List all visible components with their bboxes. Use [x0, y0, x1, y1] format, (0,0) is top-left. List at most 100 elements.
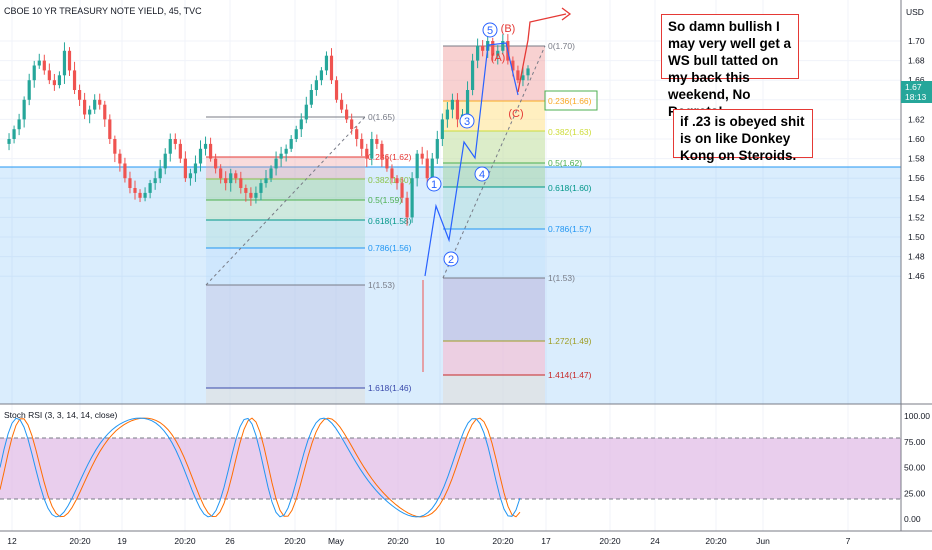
candle-body [62, 50, 67, 76]
candle-body [425, 158, 429, 179]
candle-body [203, 143, 208, 149]
fib-retracement-left[interactable] [205, 116, 366, 404]
time-axis-label: 20:20 [705, 536, 727, 546]
indicator-label: Stoch RSI (3, 3, 14, 14, close) [4, 410, 118, 420]
price-axis-label: 1.46 [908, 271, 925, 281]
candle-body [390, 168, 394, 179]
time-axis-label: 12 [7, 536, 17, 546]
price-axis-label: 1.58 [908, 154, 925, 164]
candle-body [370, 139, 374, 159]
candle-body [345, 109, 349, 120]
wave-2-label: 2 [448, 254, 454, 266]
chart-title: CBOE 10 YR TREASURY NOTE YIELD, 45, TVC [4, 6, 202, 16]
candle-body [304, 104, 308, 120]
fib-right-5: 0.5(1.62) [548, 158, 582, 168]
wave-3-label: 3 [464, 116, 470, 128]
wave-1-label: 1 [431, 179, 437, 191]
candle-body [380, 143, 384, 159]
candle-body [420, 153, 424, 159]
stoch-lines [0, 417, 521, 518]
time-axis-label: 26 [225, 536, 235, 546]
candle-body [88, 109, 92, 115]
candle-body [259, 183, 263, 193]
candle-body [183, 158, 187, 179]
candle-body [264, 178, 268, 184]
time-axis-label: 20:20 [174, 536, 196, 546]
candle-body [193, 163, 198, 174]
price-axis-label: 1.68 [908, 56, 925, 66]
candle-body [108, 119, 112, 139]
price-axis-label: 1.48 [908, 252, 925, 262]
candle-body [168, 139, 172, 154]
candle-body [173, 139, 177, 144]
candle-body [57, 75, 62, 86]
candle-body [375, 139, 379, 144]
candle-body [12, 129, 16, 139]
candle-body [214, 158, 218, 169]
candle-body [7, 139, 11, 144]
candle-body [400, 183, 404, 198]
annotation-bullish[interactable]: So damn bullish I may very well get a WS… [661, 14, 799, 119]
stoch-axis-label: 50.00 [904, 463, 926, 473]
candle-body [103, 104, 107, 120]
wave-5-label: 5 [487, 25, 493, 37]
candle-body [445, 109, 449, 120]
candle-body [37, 60, 41, 66]
candle-body [27, 80, 31, 100]
candle-body [158, 168, 162, 179]
fib-right-0: 0(1.70) [548, 41, 575, 51]
last-price-tag [901, 81, 932, 103]
candle-body [219, 168, 223, 179]
time-axis-label: 7 [846, 536, 851, 546]
candle-body [234, 173, 238, 179]
candle-body [435, 139, 439, 159]
candle-body [365, 148, 369, 159]
fib-right-1414: 1.414(1.47) [548, 370, 592, 380]
candle-body [410, 178, 414, 218]
candle-body [249, 192, 253, 198]
candle-body [118, 153, 122, 164]
candle-body [496, 50, 500, 56]
time-axis-label: 17 [541, 536, 551, 546]
candle-body [350, 119, 354, 130]
candle-body [128, 178, 132, 188]
price-axis-label: 1.50 [908, 232, 925, 242]
candle-body [289, 139, 293, 149]
candle-body [526, 68, 530, 76]
fib-right-1: 1(1.53) [548, 273, 575, 283]
fib-right-618: 0.618(1.60) [548, 183, 592, 193]
candle-body [32, 65, 36, 81]
time-axis-label: 10 [435, 536, 445, 546]
fib-right-1272: 1.272(1.49) [548, 336, 592, 346]
wave-4-label: 4 [479, 169, 485, 181]
candle-body [455, 99, 460, 120]
candle-body [465, 90, 470, 115]
candle-body [470, 60, 475, 90]
candle-body [355, 129, 359, 139]
candle-body [244, 188, 248, 193]
time-axis-label: 20:20 [387, 536, 409, 546]
candle-body [133, 188, 137, 193]
candle-body [113, 139, 117, 154]
candle-body [47, 70, 51, 81]
candle-body [415, 153, 419, 179]
candle-body [334, 80, 339, 100]
candle-body [440, 119, 444, 139]
candle-body [22, 99, 26, 120]
candle-body [430, 158, 434, 179]
candle-body [123, 163, 127, 179]
candle-body [405, 197, 409, 218]
price-axis-label: 1.62 [908, 114, 925, 124]
fib-left-382: 0.382(1.60) [368, 175, 412, 185]
candle-body [138, 192, 142, 198]
candle-body [314, 80, 318, 90]
price-axis-label: 1.54 [908, 193, 925, 203]
price-axis-label: 1.60 [908, 134, 925, 144]
candle-body [395, 178, 399, 184]
fib-right-786: 0.786(1.57) [548, 224, 592, 234]
annotation-donkey-kong[interactable]: if .23 is obeyed shit is on like Donkey … [673, 109, 813, 163]
fib-left-1618: 1.618(1.46) [368, 383, 412, 393]
time-axis-label: 20:20 [492, 536, 514, 546]
candle-body [511, 60, 515, 71]
